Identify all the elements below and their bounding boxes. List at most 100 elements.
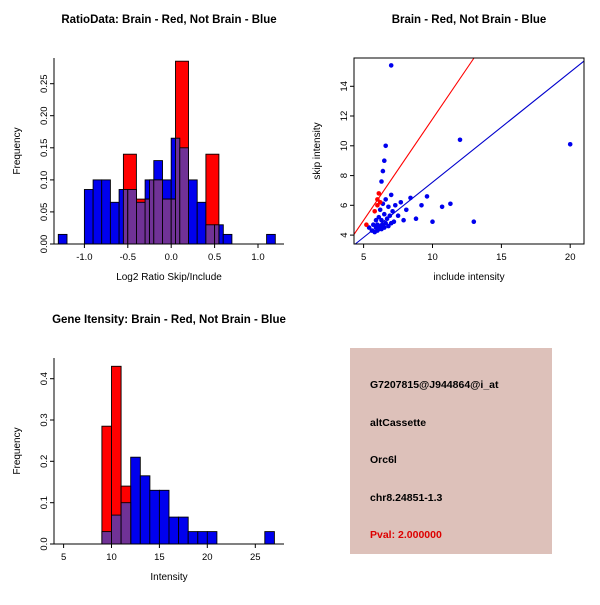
data-point: [377, 207, 383, 213]
hist-bar: [57, 233, 68, 245]
pval-text: Pval: 2.000000: [370, 529, 442, 541]
data-point: [390, 209, 395, 214]
y-tick-label: 0.15: [39, 139, 50, 158]
plot-box: [353, 57, 585, 245]
y-tick-label: 0.3: [39, 413, 50, 426]
y-tick-label: 0.1: [39, 496, 50, 509]
x-tick-label: 20: [565, 252, 576, 263]
hist-bar: [206, 531, 218, 545]
data-point: [375, 203, 380, 208]
hist-bar: [264, 531, 275, 545]
data-point: [383, 197, 388, 202]
hist-bar: [83, 189, 94, 245]
y-axis-label: skip intensity: [312, 122, 323, 179]
data-point: [382, 225, 387, 230]
data-point: [404, 207, 409, 213]
x-tick-label: 5: [361, 252, 366, 263]
x-tick-label: 15: [496, 252, 507, 263]
data-point: [377, 200, 383, 205]
x-tick-label: -0.5: [120, 252, 136, 263]
scatter-panel: 5 10 15 20 4 6 8 10 12 14 include intensity skip in…: [300, 0, 600, 300]
data-point: [398, 200, 404, 205]
data-point: [448, 201, 453, 207]
data-point: [424, 194, 430, 199]
hist-bar: [266, 233, 276, 245]
overlap-bar: [122, 189, 129, 245]
hist-bar: [168, 516, 180, 545]
data-point: [373, 217, 379, 223]
hist-bar: [139, 475, 151, 545]
x-tick-label: 15: [154, 552, 165, 563]
chart-title: RatioData: Brain - Red, Not Brain - Blue: [61, 14, 276, 26]
data-point: [391, 219, 397, 224]
hist-bar: [149, 489, 160, 545]
x-tick-label: 5: [61, 552, 66, 563]
x-tick-label: 10: [427, 252, 438, 263]
intensity-histogram-panel: 5 10 15 20 25 0.0 0.1 0.2 0.3 0.4 Intensity Frequen…: [0, 300, 300, 600]
hist-bar: [188, 179, 198, 245]
data-point: [366, 225, 372, 230]
overlap-bar: [179, 147, 189, 245]
chromosome-location-text: chr8.24851-1.3: [370, 492, 443, 504]
data-point: [387, 213, 393, 218]
hist-bar: [222, 233, 233, 245]
hist-bar: [196, 201, 207, 245]
y-tick-label: 0.25: [39, 74, 50, 93]
x-tick-label: 1.0: [251, 252, 264, 263]
x-tick-label: 0.0: [165, 252, 178, 263]
data-point: [395, 213, 401, 218]
brain-fit-line: [353, 57, 475, 235]
gene-name-text: Orc6l: [370, 454, 397, 466]
y-tick-label: 0.10: [39, 171, 50, 190]
hist-bar: [197, 531, 208, 545]
overlap-bar: [120, 502, 132, 545]
hist-bar: [101, 179, 111, 245]
data-point: [383, 143, 388, 149]
notbrain-fit-line: [354, 60, 585, 245]
data-point: [457, 137, 463, 143]
x-tick-label: 0.5: [208, 252, 221, 263]
data-point: [386, 223, 391, 229]
data-point: [419, 203, 424, 208]
data-point: [379, 217, 384, 223]
y-axis-label: Frequency: [12, 127, 23, 174]
y-tick-label: 10: [339, 141, 350, 152]
x-axis-label: include intensity: [433, 272, 504, 283]
y-tick-label: 4: [339, 232, 350, 237]
probe-id-text: G7207815@J944864@i_at: [370, 379, 499, 391]
y-tick-label: 0.20: [39, 106, 50, 125]
points-not-brain: [366, 63, 573, 235]
event-type-text: altCassette: [370, 417, 427, 429]
overlap-bar: [144, 198, 150, 245]
hist-bar: [130, 456, 141, 545]
ratio-histogram-chart: -1.0 -0.5 0.0 0.5 1.0 0.00 0.05 0.10 0.15 0.20 0.2…: [12, 14, 284, 283]
chart-title: Brain - Red, Not Brain - Blue: [392, 14, 547, 26]
data-point: [439, 204, 445, 210]
intensity-histogram-chart: 5 10 15 20 25 0.0 0.1 0.2 0.3 0.4 Intensity Frequen…: [12, 314, 286, 583]
y-tick-label: 0.0: [39, 537, 50, 550]
overlap-bar: [127, 189, 137, 245]
data-point: [401, 217, 406, 223]
data-point: [384, 216, 390, 221]
chart-title: Gene Itensity: Brain - Red, Not Brain - …: [52, 314, 286, 326]
gene-info-panel: G7207815@J944864@i_at altCassette Orc6l …: [300, 300, 600, 600]
points-brain: [364, 191, 383, 227]
data-point: [386, 204, 391, 210]
data-point: [408, 195, 413, 201]
y-tick-label: 0.2: [39, 455, 50, 468]
hist-bar: [109, 201, 120, 245]
data-point: [383, 220, 388, 226]
overlap-bar: [136, 201, 146, 245]
data-point: [376, 214, 382, 220]
y-tick-label: 6: [339, 203, 350, 208]
scatter-chart: 5 10 15 20 4 6 8 10 12 14 include intensity skip in…: [312, 14, 585, 283]
data-point: [567, 142, 573, 147]
data-point: [382, 211, 387, 217]
overlap-bar: [214, 224, 220, 245]
hist-bar: [92, 179, 103, 245]
y-tick-label: 8: [339, 173, 350, 178]
overlap-bar: [162, 198, 172, 245]
overlap-bar: [111, 514, 122, 545]
data-point: [380, 168, 386, 174]
